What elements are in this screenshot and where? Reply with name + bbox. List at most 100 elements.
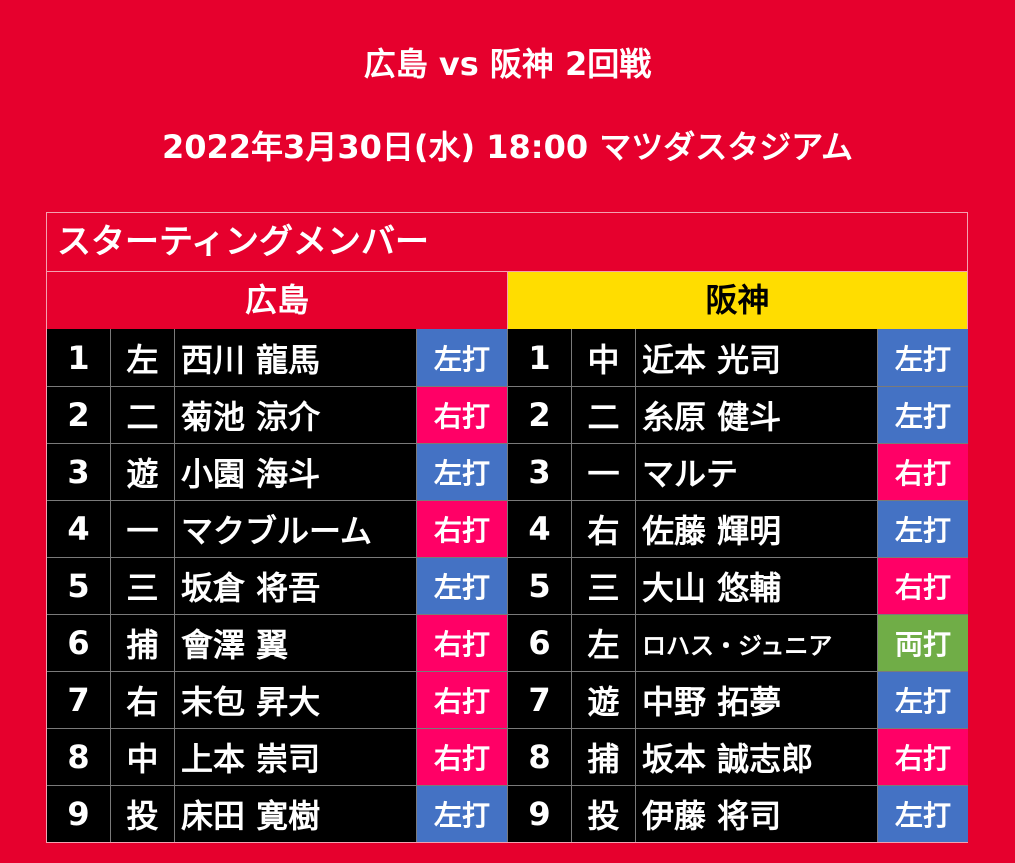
batting-side-badge: 両打 (878, 615, 968, 671)
batting-order: 2 (508, 387, 572, 443)
table-row: 1 中近本 光司 左打 (508, 329, 968, 386)
table-row: 2 二糸原 健斗 左打 (508, 386, 968, 443)
table-row: 8 中上本 崇司 右打 (47, 728, 507, 785)
table-row: 2 二菊池 涼介 右打 (47, 386, 507, 443)
match-title: 広島 vs 阪神 2回戦 (363, 45, 652, 83)
lineup-tigers: 1 中近本 光司 左打 2 二糸原 健斗 左打 3 一マルテ 右打 4 右佐藤 輝明 左打 5 三大山 悠… (508, 329, 968, 842)
table-row: 4 右佐藤 輝明 左打 (508, 500, 968, 557)
batting-order: 3 (47, 444, 111, 500)
batting-order: 6 (47, 615, 111, 671)
position: 左 (572, 615, 636, 671)
player-name: 床田 寛樹 (175, 786, 417, 842)
batting-order: 4 (508, 501, 572, 557)
batting-order: 8 (47, 729, 111, 785)
player-name: 末包 昇大 (175, 672, 417, 728)
batting-order: 4 (47, 501, 111, 557)
batting-order: 7 (47, 672, 111, 728)
batting-side-badge: 右打 (417, 615, 507, 671)
table-row: 1 左西川 龍馬 左打 (47, 329, 507, 386)
batting-order: 8 (508, 729, 572, 785)
position: 遊 (111, 444, 175, 500)
batting-side-badge: 右打 (417, 672, 507, 728)
player-name: ロハス・ジュニア (636, 615, 878, 671)
player-name: 中野 拓夢 (636, 672, 878, 728)
player-name: 小園 海斗 (175, 444, 417, 500)
position: 右 (111, 672, 175, 728)
player-name: 近本 光司 (636, 329, 878, 386)
table-row: 5 三坂倉 将吾 左打 (47, 557, 507, 614)
batting-side-badge: 左打 (417, 786, 507, 842)
player-name: 坂倉 将吾 (175, 558, 417, 614)
position: 中 (572, 329, 636, 386)
table-row: 3 一マルテ 右打 (508, 443, 968, 500)
position: 右 (572, 501, 636, 557)
player-name: 坂本 誠志郎 (636, 729, 878, 785)
starting-lineup-panel: スターティングメンバー 広島 阪神 1 左西川 龍馬 左打 2 二菊池 涼介 右打 3 遊小園… (46, 212, 968, 843)
position: 二 (111, 387, 175, 443)
player-name: マクブルーム (175, 501, 417, 557)
position: 中 (111, 729, 175, 785)
position: 一 (572, 444, 636, 500)
batting-side-badge: 左打 (417, 444, 507, 500)
table-row: 6 左ロハス・ジュニア 両打 (508, 614, 968, 671)
batting-order: 5 (508, 558, 572, 614)
batting-order: 3 (508, 444, 572, 500)
position: 捕 (572, 729, 636, 785)
match-info: 2022年3月30日(水) 18:00 マツダスタジアム (161, 128, 853, 166)
position: 遊 (572, 672, 636, 728)
player-name: 佐藤 輝明 (636, 501, 878, 557)
batting-order: 9 (508, 786, 572, 842)
table-row: 3 遊小園 海斗 左打 (47, 443, 507, 500)
player-name: 糸原 健斗 (636, 387, 878, 443)
batting-order: 1 (47, 329, 111, 386)
batting-order: 9 (47, 786, 111, 842)
batting-side-badge: 左打 (878, 672, 968, 728)
table-row: 9 投床田 寛樹 左打 (47, 785, 507, 842)
panel-title: スターティングメンバー (47, 213, 967, 272)
batting-side-badge: 右打 (878, 558, 968, 614)
batting-side-badge: 右打 (417, 387, 507, 443)
batting-order: 6 (508, 615, 572, 671)
batting-order: 5 (47, 558, 111, 614)
team-header-carp: 広島 (47, 272, 508, 329)
batting-side-badge: 左打 (878, 501, 968, 557)
batting-side-badge: 左打 (878, 329, 968, 386)
position: 投 (111, 786, 175, 842)
player-name: 上本 崇司 (175, 729, 417, 785)
table-row: 9 投伊藤 将司 左打 (508, 785, 968, 842)
player-name: 大山 悠輔 (636, 558, 878, 614)
player-name: マルテ (636, 444, 878, 500)
batting-side-badge: 左打 (417, 558, 507, 614)
batting-side-badge: 右打 (878, 444, 968, 500)
player-name: 伊藤 将司 (636, 786, 878, 842)
player-name: 西川 龍馬 (175, 329, 417, 386)
batting-side-badge: 右打 (417, 729, 507, 785)
table-row: 6 捕會澤 翼右打 (47, 614, 507, 671)
batting-side-badge: 右打 (417, 501, 507, 557)
lineups: 1 左西川 龍馬 左打 2 二菊池 涼介 右打 3 遊小園 海斗 左打 4 一マクブルーム 右打 5 三坂… (47, 329, 968, 842)
table-row: 7 遊中野 拓夢 左打 (508, 671, 968, 728)
team-header-row: 広島 阪神 (47, 272, 967, 329)
position: 捕 (111, 615, 175, 671)
player-name: 會澤 翼 (175, 615, 417, 671)
table-row: 8 捕坂本 誠志郎 右打 (508, 728, 968, 785)
player-name: 菊池 涼介 (175, 387, 417, 443)
batting-order: 1 (508, 329, 572, 386)
lineup-carp: 1 左西川 龍馬 左打 2 二菊池 涼介 右打 3 遊小園 海斗 左打 4 一マクブルーム 右打 5 三坂… (47, 329, 508, 842)
batting-side-badge: 左打 (878, 786, 968, 842)
batting-order: 2 (47, 387, 111, 443)
batting-side-badge: 左打 (417, 329, 507, 386)
table-row: 4 一マクブルーム 右打 (47, 500, 507, 557)
table-row: 5 三大山 悠輔 右打 (508, 557, 968, 614)
batting-order: 7 (508, 672, 572, 728)
position: 投 (572, 786, 636, 842)
position: 二 (572, 387, 636, 443)
position: 三 (111, 558, 175, 614)
table-row: 7 右末包 昇大 右打 (47, 671, 507, 728)
position: 左 (111, 329, 175, 386)
batting-side-badge: 右打 (878, 729, 968, 785)
position: 一 (111, 501, 175, 557)
batting-side-badge: 左打 (878, 387, 968, 443)
team-header-tigers: 阪神 (508, 272, 967, 329)
position: 三 (572, 558, 636, 614)
